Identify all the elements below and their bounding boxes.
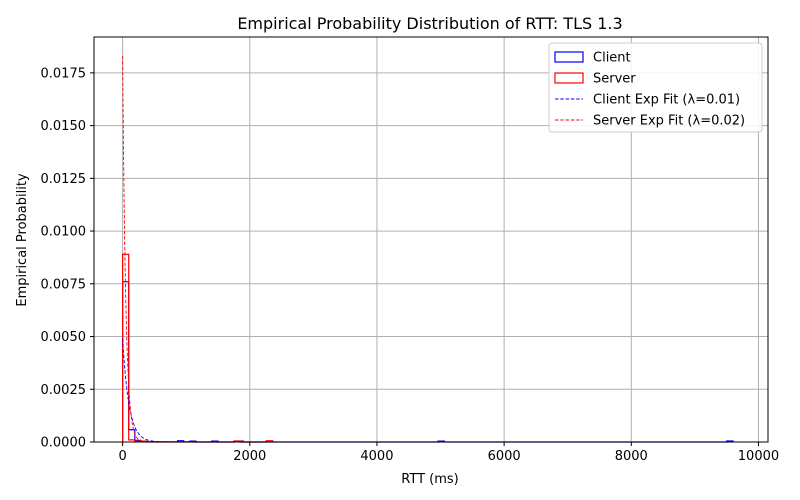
x-tick-label: 8000 [615, 449, 648, 464]
y-tick-label: 0.0125 [41, 172, 87, 187]
y-tick-label: 0.0025 [41, 383, 87, 398]
legend-label-server-exp-fit-0-02-: Server Exp Fit (λ=0.02) [593, 114, 745, 129]
legend-swatch-client [554, 51, 584, 63]
legend-box [548, 42, 763, 133]
server-histogram-bin [123, 254, 129, 442]
x-axis-ticks: 0 2000 4000 6000 8000 10000 [118, 442, 779, 464]
y-tick-label: 0.0175 [41, 66, 87, 81]
x-axis-label: RTT (ms) [401, 472, 458, 487]
x-tick-label: 4000 [360, 449, 393, 464]
x-tick-label: 0 [118, 449, 126, 464]
x-tick-label: 2000 [233, 449, 266, 464]
y-tick-label: 0.0000 [41, 436, 87, 451]
plot-frame [93, 36, 769, 443]
histogram-layer [122, 253, 734, 443]
y-axis-ticks: 0.0000 0.0025 0.0050 0.0075 0.0100 0.0125 0.01… [41, 66, 94, 451]
y-tick-label: 0.0100 [41, 225, 87, 240]
legend-label-client: Client [593, 51, 631, 66]
x-tick-label: 10000 [738, 449, 779, 464]
client-histogram-outline [122, 281, 734, 443]
y-tick-label: 0.0150 [41, 119, 87, 134]
x-tick-label: 6000 [488, 449, 521, 464]
server-exp-fit-0-02--curve [122, 55, 734, 443]
legend-swatch-server [554, 72, 584, 84]
legend-label-server: Server [593, 72, 636, 87]
legend-items: Client Server Client Exp Fit (λ=0.01) Serve… [554, 51, 745, 129]
legend-label-client-exp-fit-0-01-: Client Exp Fit (λ=0.01) [593, 93, 740, 108]
client-exp-fit-0-01--curve [122, 338, 734, 443]
y-tick-label: 0.0050 [41, 330, 87, 345]
chart-title: Empirical Probability Distribution of RT… [237, 14, 622, 33]
fit-curves-layer [122, 55, 734, 443]
y-tick-label: 0.0075 [41, 277, 87, 292]
y-axis-label: Empirical Probability [15, 173, 30, 307]
legend: Client Server Client Exp Fit (λ=0.01) Serve… [548, 42, 763, 133]
